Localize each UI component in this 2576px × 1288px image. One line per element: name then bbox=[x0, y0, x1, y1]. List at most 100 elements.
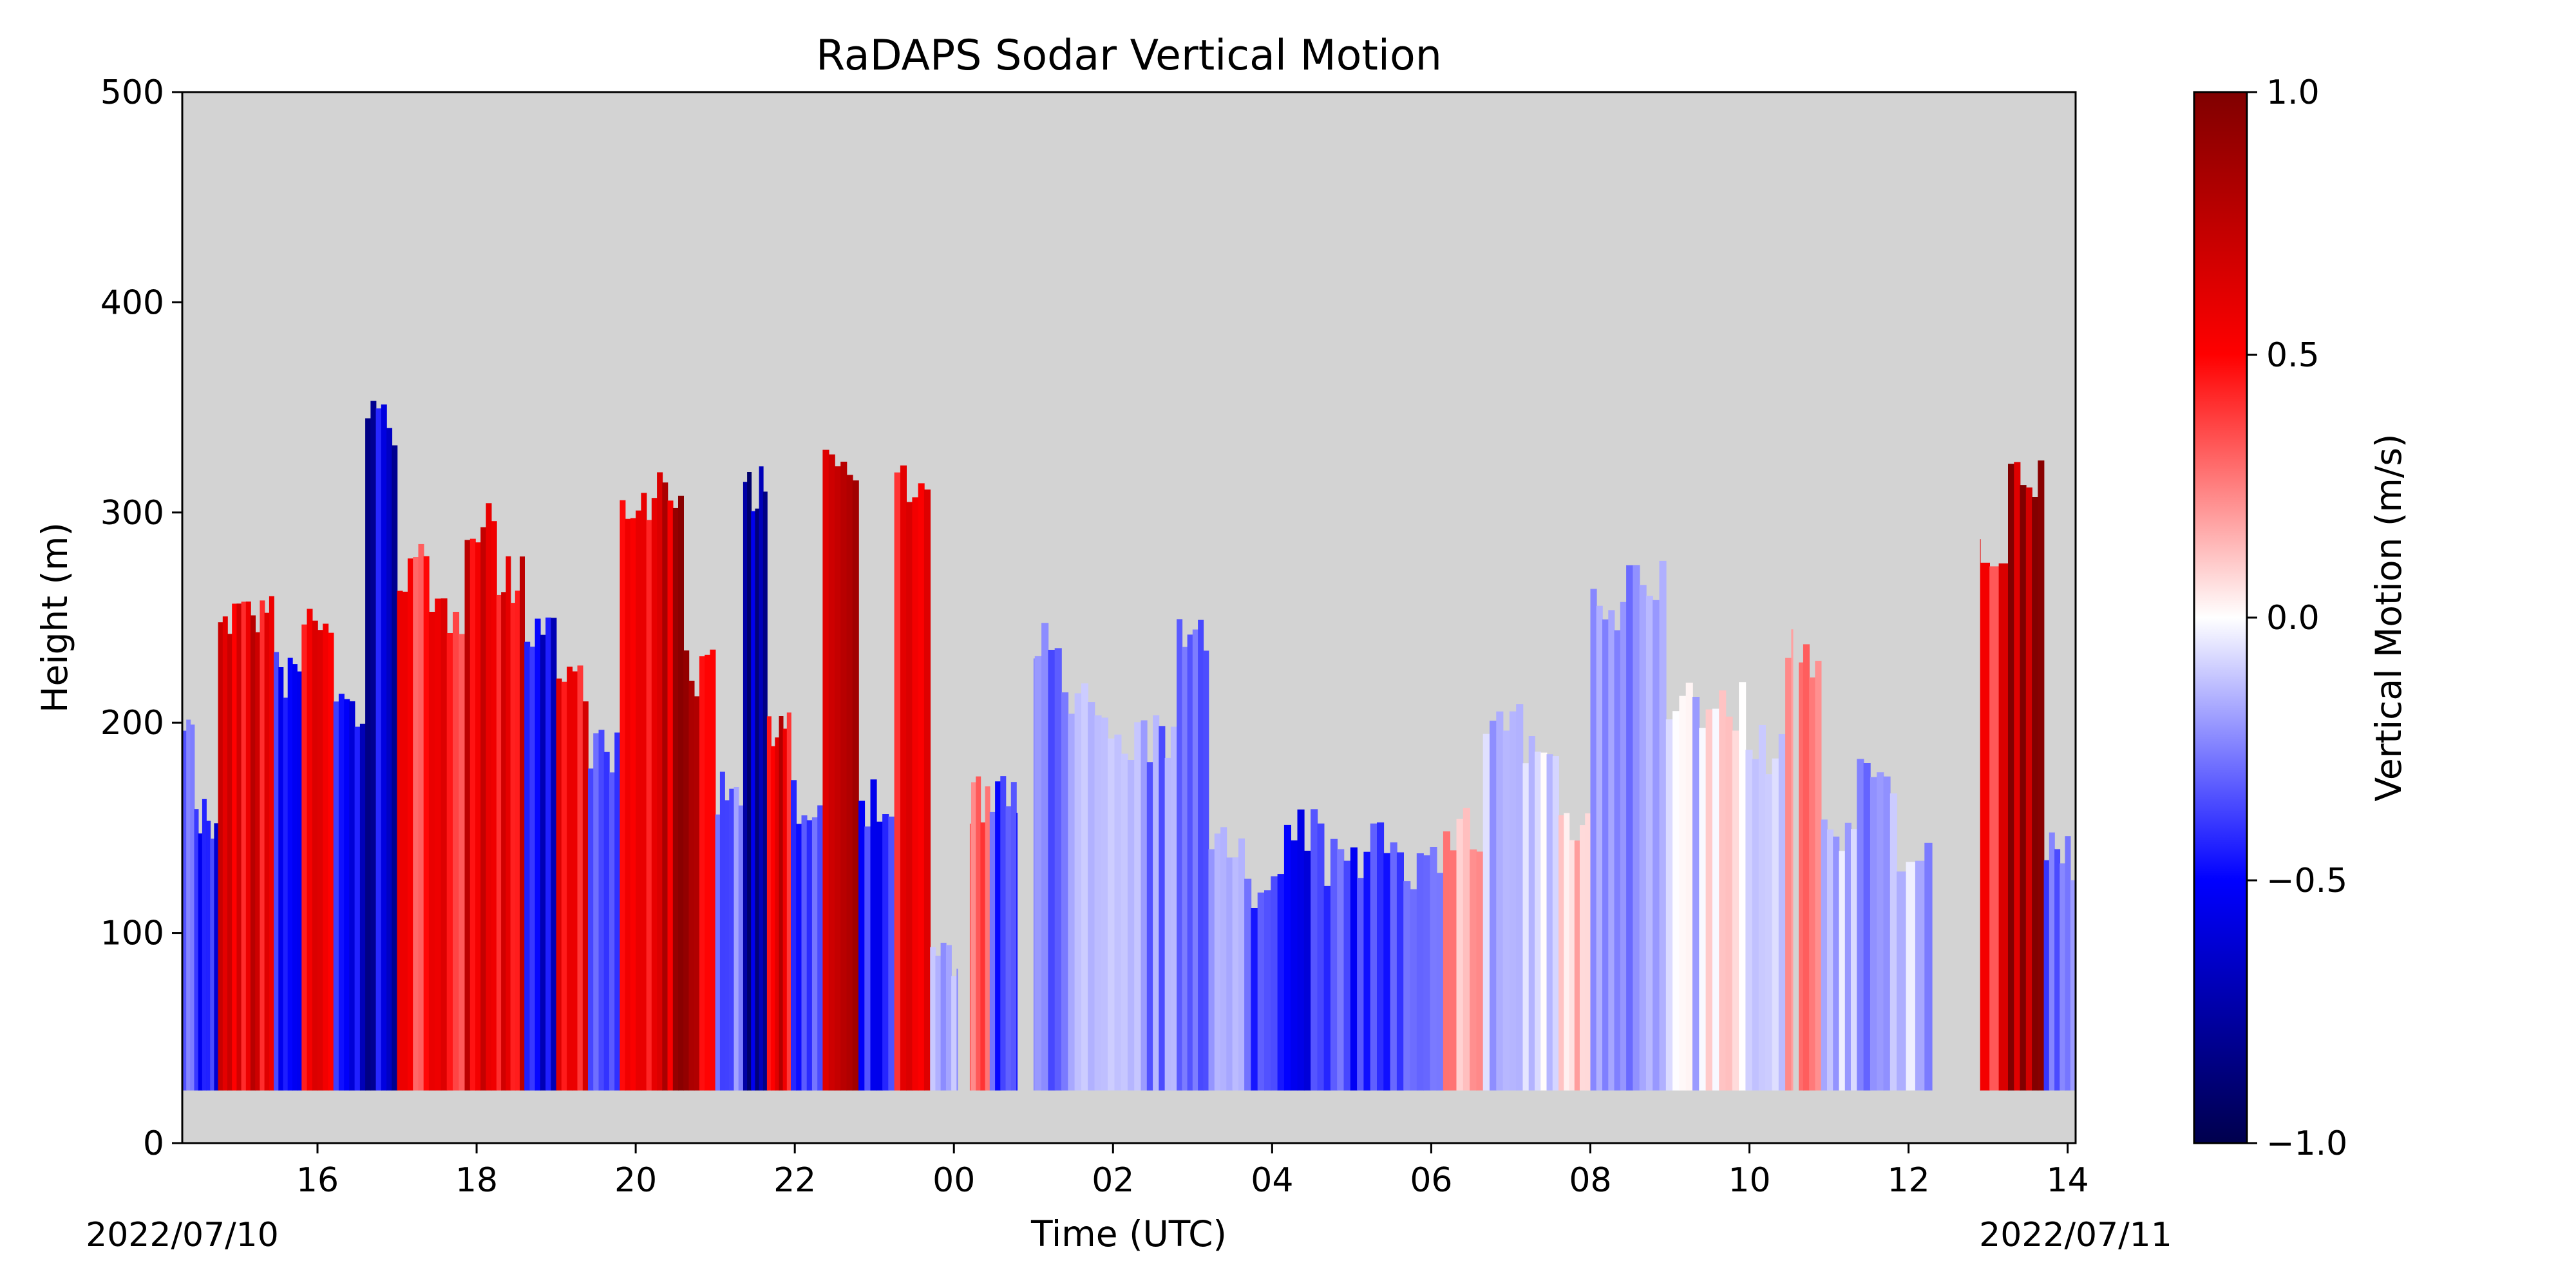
data-gap bbox=[958, 92, 970, 1143]
data-cell bbox=[1574, 840, 1580, 1091]
data-column bbox=[1665, 683, 1707, 1091]
data-cell bbox=[529, 647, 536, 1091]
data-cell bbox=[2038, 460, 2045, 1091]
data-cell bbox=[694, 696, 700, 1091]
data-column bbox=[1177, 619, 1209, 1091]
data-cell bbox=[292, 664, 298, 1091]
data-cell bbox=[464, 540, 471, 1091]
data-cell bbox=[1672, 711, 1680, 1091]
data-cell bbox=[1679, 696, 1687, 1091]
data-column bbox=[651, 472, 684, 1091]
data-cell bbox=[1238, 838, 1245, 1091]
data-cell bbox=[1752, 759, 1759, 1091]
data-cell bbox=[620, 500, 626, 1091]
data-cell bbox=[630, 518, 636, 1091]
data-cell bbox=[782, 728, 788, 1091]
data-cell bbox=[1410, 889, 1417, 1091]
data-column bbox=[1244, 874, 1285, 1091]
data-cell bbox=[888, 817, 895, 1091]
data-cell bbox=[662, 482, 668, 1091]
data-cell bbox=[786, 712, 791, 1091]
data-cell bbox=[551, 618, 557, 1091]
data-column bbox=[989, 776, 1022, 1091]
data-column bbox=[301, 609, 334, 1091]
data-cell bbox=[1482, 734, 1490, 1091]
data-cell bbox=[614, 732, 621, 1091]
date-start-label: 2022/07/10 bbox=[86, 1216, 279, 1255]
data-cell bbox=[365, 418, 372, 1091]
data-cell bbox=[453, 612, 460, 1091]
data-cell bbox=[1827, 829, 1834, 1091]
data-cell bbox=[876, 821, 883, 1091]
data-cell bbox=[1809, 677, 1816, 1091]
data-column bbox=[1558, 813, 1591, 1091]
data-cell bbox=[206, 820, 211, 1091]
data-column bbox=[1403, 847, 1444, 1091]
data-cell bbox=[980, 822, 986, 1091]
data-cell bbox=[218, 622, 223, 1091]
data-cell bbox=[227, 634, 232, 1091]
data-cell bbox=[323, 623, 329, 1091]
data-cell bbox=[882, 814, 889, 1091]
data-cell bbox=[1639, 585, 1647, 1091]
data-cell bbox=[1870, 777, 1877, 1091]
data-cell bbox=[370, 401, 377, 1091]
data-cell bbox=[1758, 724, 1766, 1091]
data-cell bbox=[232, 603, 238, 1091]
data-cell bbox=[1889, 793, 1897, 1091]
data-cell bbox=[1074, 693, 1082, 1091]
data-cell bbox=[1048, 650, 1056, 1091]
data-cell bbox=[245, 601, 251, 1091]
data-cell bbox=[678, 495, 684, 1091]
data-cell bbox=[1159, 726, 1166, 1091]
data-cell bbox=[2014, 462, 2021, 1091]
y-tick-label: 500 bbox=[100, 73, 164, 112]
data-cell bbox=[1602, 619, 1609, 1091]
data-cell bbox=[1877, 772, 1884, 1091]
data-cell bbox=[469, 538, 476, 1091]
data-cell bbox=[440, 598, 448, 1091]
data-cell bbox=[572, 671, 578, 1091]
data-cell bbox=[751, 511, 756, 1091]
data-cell bbox=[1182, 647, 1188, 1091]
data-cell bbox=[822, 450, 829, 1091]
data-cell bbox=[1283, 824, 1291, 1091]
data-cell bbox=[1540, 752, 1548, 1091]
data-cell bbox=[1396, 852, 1404, 1091]
data-cell bbox=[1883, 776, 1891, 1091]
data-column bbox=[1061, 683, 1102, 1091]
data-cell bbox=[1699, 728, 1707, 1091]
data-cell bbox=[858, 800, 866, 1091]
data-column bbox=[683, 649, 716, 1091]
data-cell bbox=[1277, 874, 1285, 1091]
data-column bbox=[1363, 822, 1404, 1091]
data-cell bbox=[811, 817, 818, 1091]
data-cell bbox=[1580, 825, 1586, 1091]
data-cell bbox=[2032, 497, 2039, 1091]
data-cell bbox=[333, 701, 339, 1091]
data-cell bbox=[1785, 658, 1792, 1091]
data-cell bbox=[935, 956, 942, 1091]
data-cell bbox=[1522, 763, 1530, 1091]
data-cell bbox=[338, 694, 345, 1091]
data-column bbox=[1522, 736, 1559, 1091]
colorbar-tick-label: −1.0 bbox=[2266, 1124, 2347, 1163]
data-cell bbox=[202, 799, 207, 1091]
data-cell bbox=[667, 500, 674, 1091]
data-cell bbox=[779, 716, 784, 1091]
data-cell bbox=[1416, 853, 1424, 1091]
data-cell bbox=[210, 838, 215, 1091]
data-cell bbox=[1264, 890, 1272, 1091]
data-column bbox=[365, 401, 398, 1091]
data-cell bbox=[1005, 806, 1012, 1091]
data-cell bbox=[251, 615, 256, 1091]
data-cell bbox=[1390, 842, 1397, 1091]
data-cell bbox=[1214, 833, 1221, 1091]
data-cell bbox=[641, 493, 647, 1091]
data-cell bbox=[269, 596, 274, 1091]
data-cell bbox=[1564, 813, 1570, 1091]
data-cell bbox=[651, 498, 658, 1091]
data-cell bbox=[1839, 851, 1846, 1091]
data-column bbox=[791, 780, 824, 1091]
data-cell bbox=[1203, 650, 1209, 1091]
